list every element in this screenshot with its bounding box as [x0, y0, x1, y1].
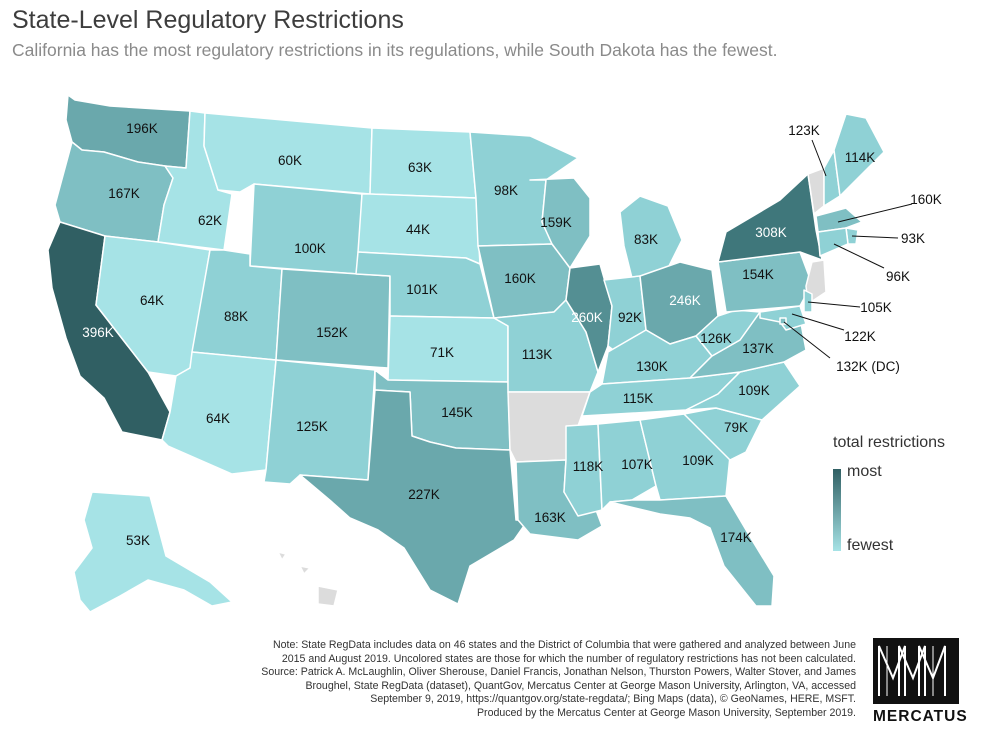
- leader-line-ma: [837, 203, 913, 223]
- state-label-il: 260K: [571, 310, 603, 325]
- state-label-ms: 118K: [573, 459, 604, 474]
- state-label-sd: 44K: [406, 222, 430, 237]
- state-label-dc: 132K (DC): [836, 359, 900, 374]
- state-label-ne: 101K: [406, 282, 438, 297]
- leader-line-md: [791, 313, 845, 331]
- state-ma: [815, 207, 863, 233]
- state-label-or: 167K: [108, 186, 140, 201]
- state-label-tx: 227K: [408, 487, 440, 502]
- state-ct: [817, 227, 849, 257]
- state-label-de: 105K: [860, 300, 892, 315]
- state-label-al: 107K: [621, 457, 653, 472]
- note-line: Produced by the Mercatus Center at Georg…: [476, 706, 856, 719]
- state-label-md: 122K: [844, 329, 876, 344]
- note-line: Broughel, State RegData (dataset), Quant…: [305, 679, 856, 692]
- state-label-ny: 308K: [755, 225, 787, 240]
- state-tx: [299, 389, 529, 605]
- state-label-sc: 79K: [724, 420, 748, 435]
- state-de: [803, 289, 813, 313]
- leader-line-ri: [851, 235, 899, 239]
- state-mi: [619, 195, 683, 279]
- mercatus-logo-text: MERCATUS: [873, 708, 968, 725]
- state-ak: [73, 491, 233, 613]
- state-label-wa: 196K: [126, 121, 158, 136]
- map-subtitle: California has the most regulatory restr…: [12, 40, 778, 60]
- state-label-ks: 71K: [430, 345, 454, 360]
- state-label-mt: 60K: [278, 153, 302, 168]
- note-line: September 9, 2019, https://quantgov.org/…: [370, 693, 856, 706]
- state-label-id: 62K: [198, 213, 222, 228]
- state-label-ok: 145K: [441, 405, 473, 420]
- state-co: [275, 268, 391, 369]
- state-label-in: 92K: [618, 310, 642, 325]
- source-note: Note: State RegData includes data on 46 …: [236, 639, 856, 721]
- leader-line-nh: [811, 139, 827, 177]
- note-line: 2015 and August 2019. Uncolored states a…: [281, 652, 856, 665]
- state-me: [833, 113, 885, 197]
- state-label-nc: 109K: [738, 383, 770, 398]
- state-label-pa: 154K: [742, 267, 774, 282]
- legend-color-ramp: [833, 469, 841, 551]
- state-label-wv: 126K: [700, 331, 732, 346]
- state-label-me: 114K: [845, 150, 876, 165]
- state-label-az: 64K: [206, 411, 230, 426]
- state-label-nh: 123K: [788, 123, 820, 138]
- note-line: Source: Patrick A. McLaughlin, Oliver Sh…: [261, 666, 856, 679]
- state-label-nv: 64K: [140, 293, 164, 308]
- state-label-oh: 246K: [669, 293, 701, 308]
- state-label-mo: 113K: [522, 347, 553, 362]
- state-label-ia: 160K: [504, 271, 536, 286]
- leader-line-dc: [783, 321, 831, 359]
- state-nm: [263, 359, 376, 485]
- state-label-nm: 125K: [296, 419, 328, 434]
- state-label-ga: 109K: [682, 453, 714, 468]
- state-label-fl: 174K: [720, 530, 752, 545]
- state-nc: [685, 361, 801, 421]
- state-label-ma: 160K: [910, 192, 942, 207]
- state-label-ky: 130K: [636, 359, 668, 374]
- legend-most-label: most: [847, 463, 882, 480]
- state-wy: [249, 183, 363, 275]
- legend-title: total restrictions: [833, 434, 946, 451]
- state-label-va: 137K: [742, 341, 774, 356]
- state-label-la: 163K: [534, 510, 566, 525]
- state-ny: [717, 173, 823, 263]
- state-label-nd: 63K: [408, 160, 432, 175]
- map-title: State-Level Regulatory Restrictions: [12, 6, 404, 34]
- state-label-ut: 88K: [224, 309, 248, 324]
- state-label-wy: 100K: [294, 241, 326, 256]
- state-label-wi: 159K: [540, 215, 572, 230]
- legend-fewest-label: fewest: [847, 537, 894, 554]
- note-line: Note: State RegData includes data on 46 …: [272, 639, 856, 651]
- state-label-ct: 96K: [886, 269, 910, 284]
- state-il: [565, 263, 613, 373]
- state-fl: [609, 495, 775, 607]
- state-hi: [277, 551, 339, 607]
- state-label-mi: 83K: [634, 232, 658, 247]
- state-label-ak: 53K: [126, 533, 150, 548]
- leader-line-de: [807, 301, 861, 308]
- mercatus-logo-icon: [873, 638, 959, 704]
- state-label-co: 152K: [316, 325, 348, 340]
- state-label-ri: 93K: [901, 231, 925, 246]
- state-label-ca: 396K: [82, 325, 114, 340]
- leader-line-ct: [833, 243, 885, 269]
- state-label-tn: 115K: [623, 391, 654, 406]
- state-label-mn: 98K: [494, 183, 518, 198]
